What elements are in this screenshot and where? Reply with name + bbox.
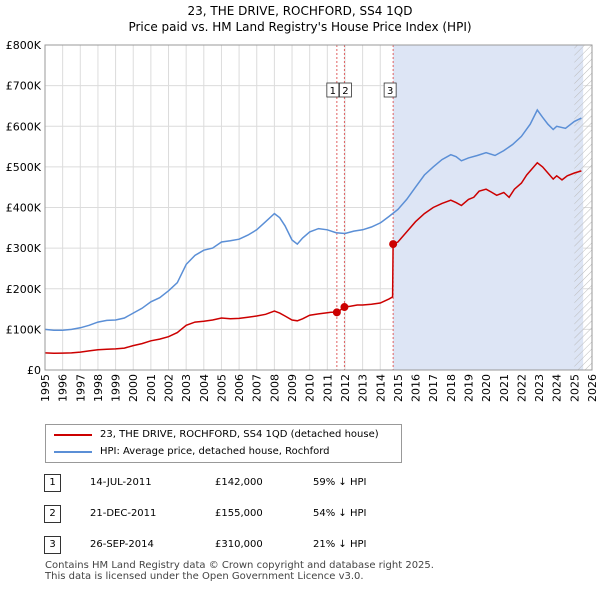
transaction-row: 3 26-SEP-2014 £310,000 21% ↓ HPI	[0, 536, 600, 554]
x-tick-label: 2023	[533, 374, 546, 402]
x-tick-label: 2022	[515, 374, 528, 402]
x-tick-label: 2018	[445, 374, 458, 402]
y-tick-label: £0	[27, 364, 41, 377]
y-tick-label: £200K	[6, 283, 42, 296]
x-tick-label: 2011	[321, 374, 334, 402]
x-tick-label: 2021	[498, 374, 511, 402]
x-tick-label: 2019	[462, 374, 475, 402]
plot-frame	[44, 44, 593, 371]
x-tick-label: 2012	[339, 374, 352, 402]
transaction-point-1	[332, 308, 341, 317]
transaction-date: 26-SEP-2014	[90, 539, 154, 550]
y-tick-label: £300K	[6, 242, 42, 255]
x-tick-label: 2015	[392, 374, 405, 402]
transaction-row: 1 14-JUL-2011 £142,000 59% ↓ HPI	[0, 474, 600, 492]
x-tick-label: 2024	[551, 374, 564, 402]
x-tick-label: 2013	[357, 374, 370, 402]
forecast-hatched-region	[574, 45, 592, 370]
marker-label-box-1	[326, 82, 340, 98]
transaction-date: 14-JUL-2011	[90, 477, 152, 488]
marker-label-box-3	[383, 82, 397, 98]
x-tick-label: 2014	[374, 374, 387, 402]
transaction-date: 21-DEC-2011	[90, 508, 157, 519]
x-tick-label: 2009	[286, 374, 299, 402]
footer-license: This data is licensed under the Open Gov…	[45, 571, 364, 582]
y-tick-label: £700K	[6, 80, 42, 93]
y-tick-label: £800K	[6, 39, 42, 52]
x-tick-label: 2026	[586, 374, 599, 402]
x-tick-label: 1999	[110, 374, 123, 402]
x-tick-label: 2016	[410, 374, 423, 402]
chart-subtitle: Price paid vs. HM Land Registry's House …	[128, 20, 472, 34]
x-tick-label: 2005	[215, 374, 228, 402]
x-tick-label: 2007	[251, 374, 264, 402]
y-tick-label: £500K	[6, 161, 42, 174]
x-tick-label: 2003	[180, 374, 193, 402]
x-tick-label: 2017	[427, 374, 440, 402]
transaction-number: 2	[44, 505, 61, 523]
x-tick-label: 1998	[92, 374, 105, 402]
transaction-row: 2 21-DEC-2011 £155,000 54% ↓ HPI	[0, 505, 600, 523]
x-tick-label: 2002	[163, 374, 176, 402]
transaction-hpi: 21% ↓ HPI	[313, 539, 367, 550]
legend-label-hpi: HPI: Average price, detached house, Roch…	[100, 446, 330, 457]
transaction-price: £310,000	[215, 539, 263, 550]
x-tick-label: 2010	[304, 374, 317, 402]
x-tick-label: 1995	[39, 374, 52, 402]
legend-swatch-property	[54, 434, 92, 436]
chart-title: 23, THE DRIVE, ROCHFORD, SS4 1QD	[187, 4, 413, 18]
x-tick-label: 2025	[568, 374, 581, 402]
x-tick-label: 1996	[57, 374, 70, 402]
transaction-number: 1	[44, 474, 61, 492]
y-tick-label: £100K	[6, 323, 42, 336]
x-tick-label: 2000	[127, 374, 140, 402]
transaction-hpi: 54% ↓ HPI	[313, 508, 367, 519]
transaction-price: £142,000	[215, 477, 263, 488]
hpi-line	[44, 108, 582, 331]
marker-label-3: 3	[387, 86, 393, 97]
shaded-region	[393, 45, 584, 370]
x-tick-label: 2008	[268, 374, 281, 402]
marker-label-box-2	[339, 82, 352, 98]
transaction-point-2	[340, 303, 349, 312]
transaction-number: 3	[44, 536, 61, 554]
marker-label-2: 2	[342, 86, 348, 97]
y-tick-label: £600K	[6, 120, 42, 133]
legend-label-property: 23, THE DRIVE, ROCHFORD, SS4 1QD (detach…	[100, 429, 379, 440]
x-tick-label: 2006	[233, 374, 246, 402]
transaction-point-3	[389, 240, 398, 249]
x-tick-label: 2004	[198, 374, 211, 402]
legend-swatch-hpi	[54, 451, 92, 453]
marker-label-1: 1	[330, 86, 336, 97]
x-tick-label: 2020	[480, 374, 493, 402]
footer-copyright: Contains HM Land Registry data © Crown c…	[45, 560, 434, 571]
chart-legend: 23, THE DRIVE, ROCHFORD, SS4 1QD (detach…	[45, 424, 402, 463]
x-tick-label: 1997	[74, 374, 87, 402]
transaction-price: £155,000	[215, 508, 263, 519]
transaction-hpi: 59% ↓ HPI	[313, 477, 367, 488]
x-tick-label: 2001	[145, 374, 158, 402]
y-tick-label: £400K	[6, 202, 42, 215]
